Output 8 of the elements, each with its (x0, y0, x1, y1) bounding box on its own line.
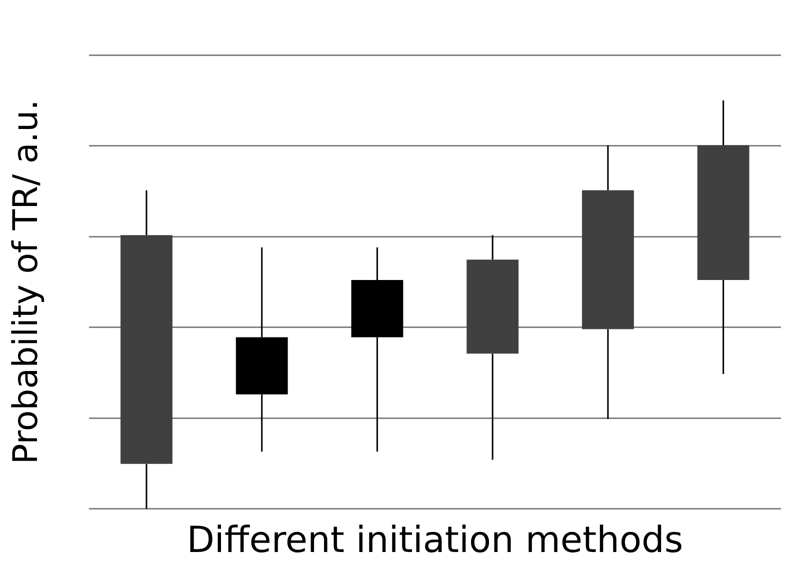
candlestick (697, 100, 750, 375)
y-axis-title: Probability of TR/ a.u. (6, 100, 46, 464)
candlestick (582, 144, 634, 420)
candlestick (236, 246, 288, 452)
x-axis-title: Different initiation methods (186, 520, 684, 561)
candlestick (120, 189, 172, 510)
candlestick (351, 246, 404, 452)
candlestick (466, 234, 519, 461)
